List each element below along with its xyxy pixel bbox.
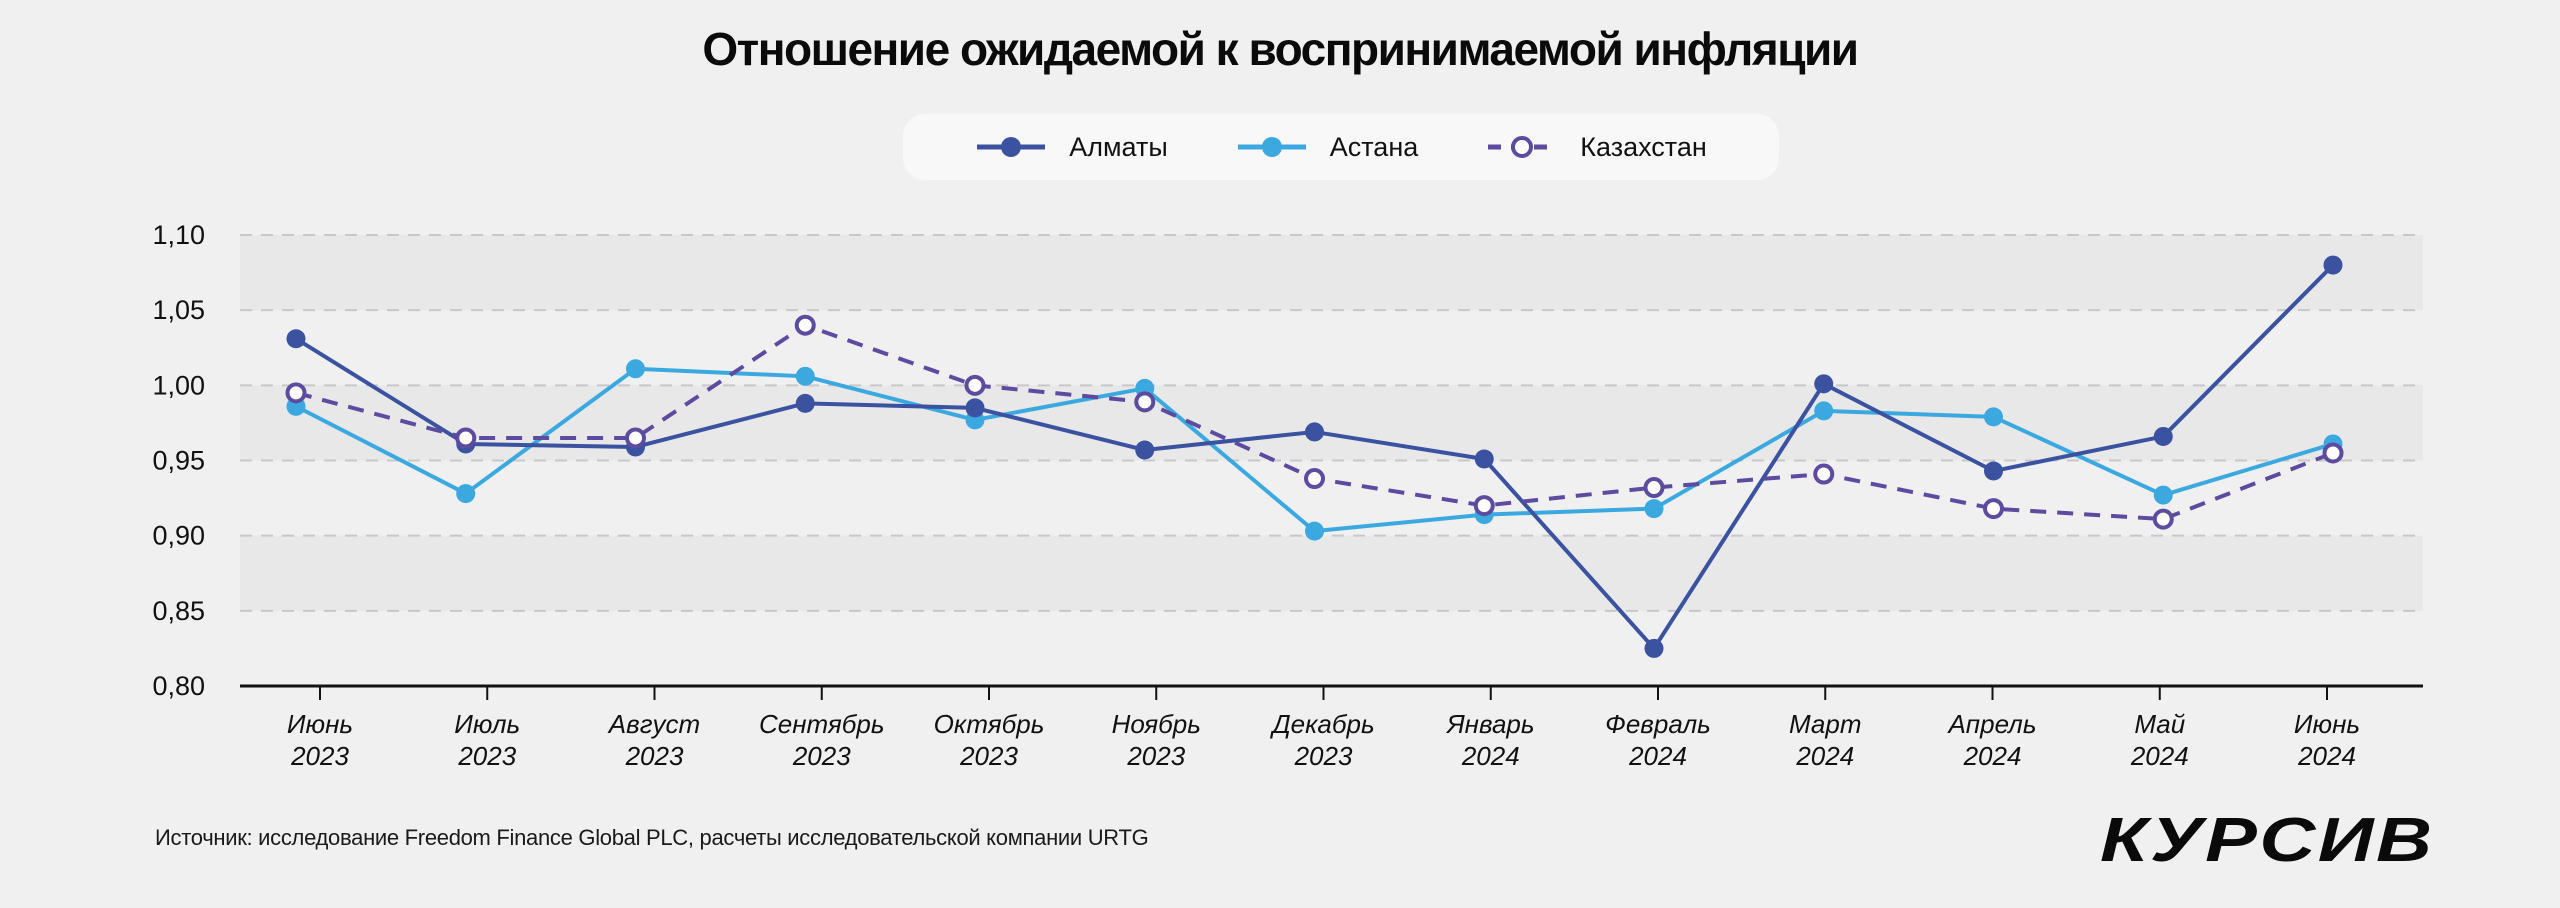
x-tick-label-month: Январь — [1445, 709, 1535, 739]
legend-item-almaty[interactable]: Алматы — [975, 132, 1168, 163]
data-point-astana — [1644, 499, 1664, 519]
source-note: Источник: исследование Freedom Finance G… — [155, 825, 1149, 850]
data-point-almaty — [1644, 638, 1664, 658]
legend-item-kazakhstan[interactable]: Казахстан — [1486, 132, 1707, 163]
x-tick-label-year: 2023 — [625, 741, 684, 771]
x-tick-label-year: 2023 — [290, 741, 349, 771]
plot-band — [240, 235, 2423, 311]
chart-legend: Алматы Астана Казахстан — [903, 114, 1779, 180]
data-point-kazakhstan — [1983, 498, 2004, 520]
data-point-kazakhstan — [1813, 463, 1835, 485]
data-point-almaty — [2323, 255, 2343, 275]
x-tick-label-year: 2023 — [457, 741, 516, 771]
legend-line-marker-icon — [1237, 137, 1306, 157]
legend-item-astana[interactable]: Астана — [1236, 131, 1419, 163]
legend-label: Казахстан — [1580, 131, 1707, 162]
data-point-almaty — [1984, 461, 2003, 481]
data-point-astana — [1305, 521, 1324, 541]
y-axis-labels: 0,80 0,85 0,90 0,95 1,00 1,05 1,10 — [152, 220, 205, 701]
data-point-kazakhstan — [1473, 495, 1495, 517]
data-point-almaty — [286, 329, 306, 349]
y-tick-label: 0,90 — [152, 521, 205, 551]
series-markers — [285, 255, 2344, 658]
legend-label: Астана — [1329, 131, 1419, 162]
x-tick-label-year: 2023 — [1294, 741, 1353, 771]
legend-dashed-hollow-marker-icon — [1488, 136, 1557, 158]
x-tick-label-month: Ноябрь — [1112, 709, 1201, 739]
data-point-almaty — [1305, 422, 1324, 442]
data-point-kazakhstan — [794, 314, 816, 336]
x-tick-label-year: 2024 — [1963, 741, 2022, 771]
gridlines — [240, 234, 2423, 612]
y-tick-label: 1,00 — [152, 370, 205, 400]
data-point-astana — [456, 484, 476, 504]
legend-label: Алматы — [1069, 131, 1168, 162]
data-point-kazakhstan — [2152, 508, 2174, 530]
data-point-kazakhstan — [625, 427, 646, 449]
data-point-kazakhstan — [1643, 477, 1665, 499]
x-tick-label-month: Октябрь — [934, 709, 1045, 739]
x-tick-label-month: Июнь — [2294, 709, 2360, 739]
data-point-almaty — [1814, 374, 1834, 394]
plot-band — [240, 535, 2423, 611]
x-tick-label-year: 2024 — [1795, 741, 1854, 771]
kursiv-logo: КУРСИВ — [2100, 806, 2435, 875]
x-tick-label-month: Апрель — [1946, 709, 2036, 739]
x-tick-label-year: 2024 — [2297, 741, 2356, 771]
y-tick-label: 0,85 — [152, 596, 205, 626]
data-point-almaty — [2153, 426, 2173, 446]
data-point-astana — [1984, 407, 2003, 427]
data-point-almaty — [965, 398, 985, 418]
data-point-almaty — [1135, 440, 1155, 460]
data-point-astana — [626, 359, 645, 379]
data-point-kazakhstan — [285, 382, 307, 404]
x-tick-label-month: Май — [2134, 709, 2185, 739]
data-point-almaty — [1474, 449, 1494, 469]
x-tick-label-year: 2023 — [792, 741, 851, 771]
x-tick-label-month: Март — [1789, 709, 1862, 739]
data-point-astana — [1814, 401, 1834, 421]
x-tick-label-month: Июнь — [287, 709, 353, 739]
chart-title: Отношение ожидаемой к воспринимаемой инф… — [702, 23, 1859, 75]
x-tick-label-year: 2023 — [1126, 741, 1185, 771]
y-tick-label: 1,05 — [152, 295, 205, 325]
x-tick-label-month: Декабрь — [1269, 709, 1374, 739]
data-point-almaty — [795, 393, 815, 413]
y-tick-label: 0,80 — [152, 671, 205, 701]
x-tick-label-month: Февраль — [1605, 709, 1711, 739]
plot-bands — [240, 235, 2423, 611]
y-tick-label: 0,95 — [152, 446, 205, 476]
data-point-astana — [795, 366, 815, 386]
x-tick-label-year: 2024 — [1628, 741, 1687, 771]
x-tick-label-year: 2023 — [959, 741, 1018, 771]
data-point-kazakhstan — [964, 374, 986, 396]
x-tick-label-month: Июль — [454, 709, 520, 739]
x-axis: Июнь2023Июль2023Август2023Сентябрь2023Ок… — [240, 684, 2423, 771]
data-point-kazakhstan — [1134, 391, 1156, 413]
x-tick-label-year: 2024 — [1461, 741, 1520, 771]
data-point-astana — [2153, 485, 2173, 505]
data-point-kazakhstan — [455, 427, 477, 449]
legend-line-marker-icon — [977, 137, 1046, 157]
y-tick-label: 1,10 — [152, 220, 205, 250]
x-tick-label-month: Август — [607, 709, 700, 739]
data-point-kazakhstan — [1304, 468, 1325, 490]
data-point-kazakhstan — [2322, 442, 2344, 464]
x-tick-label-month: Сентябрь — [759, 709, 885, 739]
x-tick-label-year: 2024 — [2130, 741, 2189, 771]
